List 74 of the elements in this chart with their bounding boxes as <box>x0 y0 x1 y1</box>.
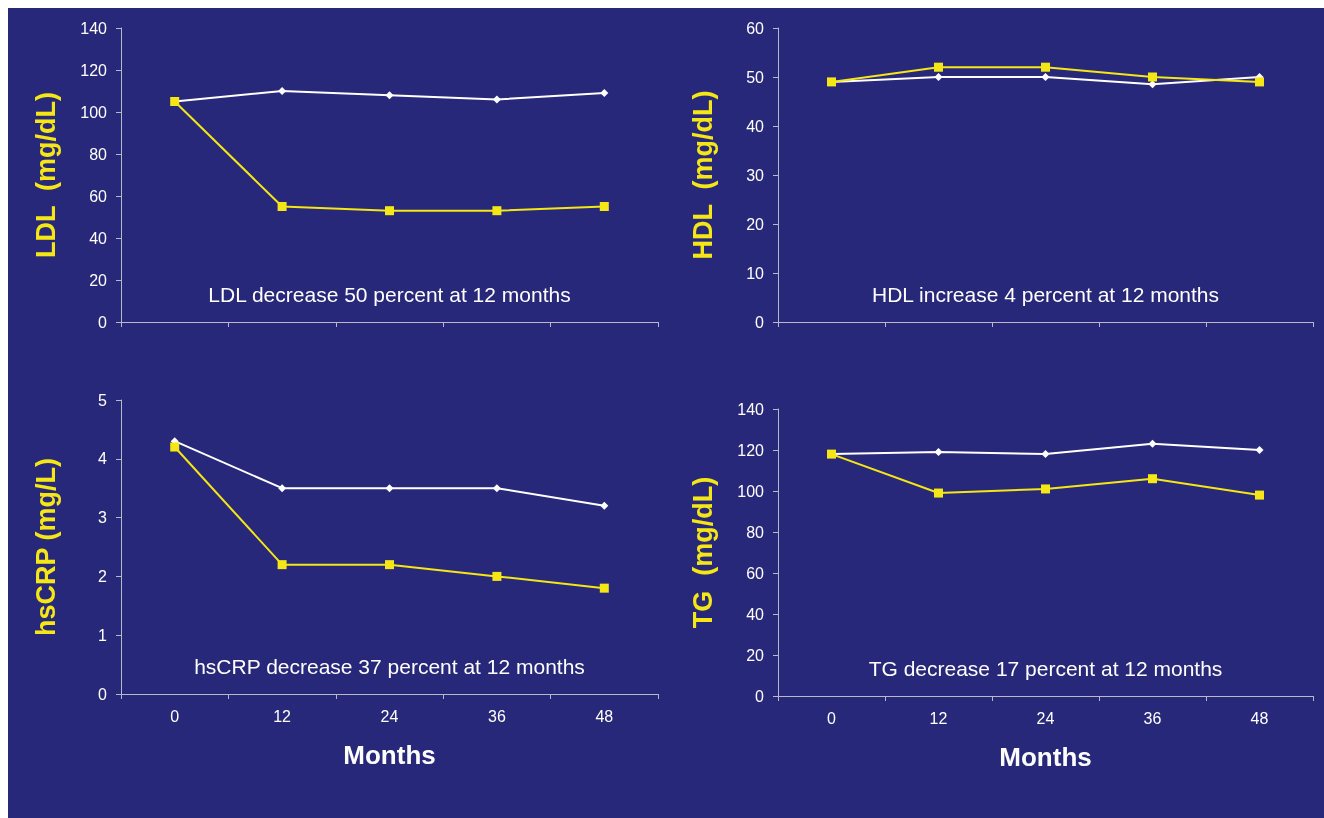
y-tick-label: 40 <box>746 117 765 135</box>
y-tick-label: 120 <box>737 441 765 459</box>
point <box>1148 474 1157 484</box>
y-tick-label: 80 <box>89 145 108 163</box>
y-tick-label: 100 <box>737 482 765 500</box>
y-tick-label: 30 <box>746 166 765 184</box>
y-tick-label: 50 <box>746 68 765 86</box>
y-tick-label: 60 <box>746 19 765 37</box>
x-tick-label: 0 <box>170 707 180 725</box>
point <box>599 202 609 211</box>
x-tick-label: 24 <box>380 707 399 725</box>
point <box>600 89 609 98</box>
point <box>277 560 287 570</box>
y-tick-label: 2 <box>98 567 108 585</box>
point <box>934 488 943 498</box>
point <box>492 484 501 493</box>
x-tick-label: 12 <box>273 707 292 725</box>
x-tick-label: 0 <box>827 709 837 727</box>
y-tick-label: 3 <box>98 509 108 527</box>
annotation: LDL decrease 50 percent at 12 months <box>208 283 571 306</box>
point <box>1148 439 1157 448</box>
x-axis-title: Months <box>999 742 1092 772</box>
annotation: hsCRP decrease 37 percent at 12 months <box>194 655 585 678</box>
x-tick-label: 48 <box>1250 709 1269 727</box>
y-axis-title: LDL (mg/dL) <box>30 92 61 258</box>
x-axis-title: Months <box>343 740 436 770</box>
y-tick-label: 0 <box>98 313 108 331</box>
point <box>492 571 502 581</box>
point <box>600 501 609 510</box>
y-tick-label: 1 <box>98 626 108 644</box>
x-tick-label: 24 <box>1036 709 1055 727</box>
y-tick-label: 20 <box>89 271 108 289</box>
y-tick-label: 0 <box>755 313 765 331</box>
point <box>492 206 502 216</box>
y-tick-label: 120 <box>80 61 108 79</box>
point <box>385 560 394 570</box>
point <box>492 95 501 104</box>
y-tick-label: 60 <box>746 564 765 582</box>
x-tick-label: 12 <box>929 709 948 727</box>
y-tick-label: 0 <box>98 685 108 703</box>
y-tick-label: 60 <box>89 187 108 205</box>
point <box>170 442 180 452</box>
point <box>934 448 943 457</box>
point <box>385 206 394 216</box>
y-tick-label: 80 <box>746 523 765 541</box>
y-tick-label: 140 <box>80 19 108 37</box>
y-axis-title: HDL (mg/dL) <box>687 90 718 260</box>
x-tick-label: 36 <box>488 707 506 725</box>
point <box>1041 450 1050 459</box>
point <box>278 484 287 493</box>
y-axis-title: TG (mg/dL) <box>687 476 718 629</box>
y-tick-label: 5 <box>98 391 108 409</box>
point <box>385 91 394 100</box>
x-tick-label: 48 <box>595 707 614 725</box>
point <box>278 87 287 95</box>
y-tick-label: 10 <box>746 264 765 282</box>
annotation: HDL increase 4 percent at 12 months <box>871 283 1220 306</box>
y-tick-label: 20 <box>746 646 765 664</box>
point <box>1255 490 1264 500</box>
y-tick-label: 0 <box>755 687 765 705</box>
annotation: TG decrease 17 percent at 12 months <box>868 657 1223 680</box>
point <box>599 583 609 593</box>
point <box>277 202 287 211</box>
y-tick-label: 100 <box>80 103 108 121</box>
x-tick-label: 36 <box>1143 709 1162 727</box>
point <box>1041 484 1050 494</box>
y-tick-label: 40 <box>746 605 765 623</box>
point <box>385 484 394 493</box>
y-tick-label: 40 <box>89 229 108 247</box>
point <box>1255 446 1264 454</box>
y-tick-label: 20 <box>746 215 765 233</box>
y-tick-label: 4 <box>98 450 108 468</box>
y-axis-title: hsCRP (mg/L) <box>30 457 61 637</box>
y-tick-label: 140 <box>737 400 765 418</box>
